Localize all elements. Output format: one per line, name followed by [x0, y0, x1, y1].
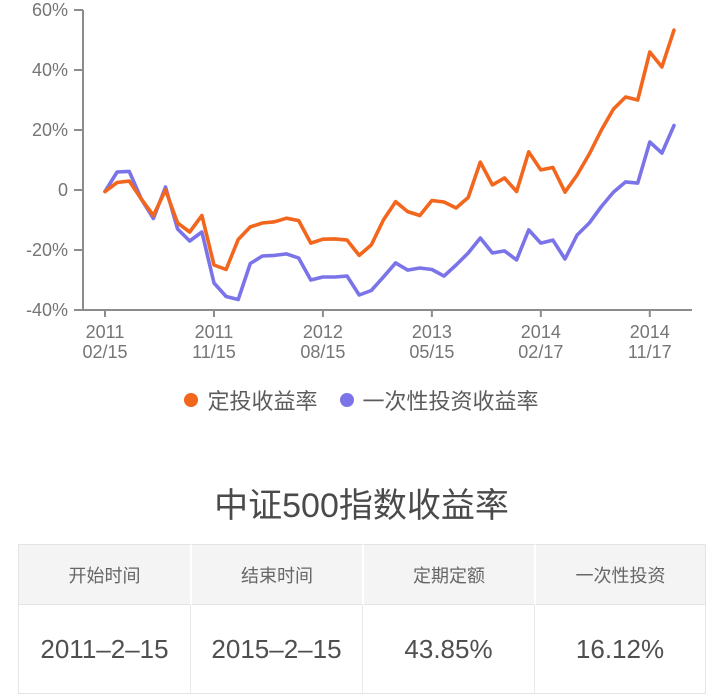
returns-summary-table: 开始时间 结束时间 定期定额 一次性投资 2011–2–15 2015–2–15 43.8… — [18, 544, 706, 694]
series-line-lump-sum-investment — [103, 123, 676, 302]
table-cell: 2011–2–15 — [18, 605, 190, 694]
legend-item-lump-sum-investment: 一次性投资收益率 — [339, 384, 539, 416]
table-cell: 43.85% — [362, 605, 534, 694]
legend-dot-icon — [339, 393, 354, 407]
x-axis-label-date: 05/15 — [409, 342, 454, 362]
returns-chart-svg: 60%40%20%0-20%-40%201102/15201111/152012… — [26, 0, 692, 362]
chart-legend: 定投收益率 一次性投资收益率 — [0, 386, 723, 414]
y-axis-label: 0 — [58, 180, 68, 200]
x-axis-label-date: 02/15 — [82, 342, 127, 362]
table-body: 2011–2–15 2015–2–15 43.85% 16.12% — [18, 605, 706, 694]
y-axis-label: -20% — [26, 240, 68, 260]
legend-item-regular-investment: 定投收益率 — [184, 384, 318, 416]
x-axis-label-year: 2011 — [195, 322, 234, 342]
table-header-cell: 开始时间 — [18, 544, 190, 605]
table-header-cell: 定期定额 — [362, 544, 534, 605]
table-header-row: 开始时间 结束时间 定期定额 一次性投资 — [18, 544, 706, 605]
returns-chart: 60% 40% 20% 0 -20% -40% 2011 02/15 2011 11/15 2012… — [26, 0, 692, 362]
table-cell: 2015–2–15 — [190, 605, 362, 694]
table-header-cell: 结束时间 — [190, 544, 362, 605]
y-axis-label: -40% — [26, 300, 68, 320]
table-row: 2011–2–15 2015–2–15 43.85% 16.12% — [18, 605, 706, 694]
axis-lines — [82, 10, 692, 311]
y-axis-label: 40% — [32, 60, 68, 80]
x-axis-label-date: 11/15 — [192, 342, 236, 362]
x-axis-label-date: 08/15 — [300, 342, 345, 362]
x-axis-label-date: 11/17 — [628, 342, 672, 362]
legend-dot-icon — [184, 393, 199, 407]
legend-label: 定投收益率 — [207, 389, 318, 414]
x-axis-label-year: 2013 — [412, 322, 452, 342]
x-axis-label-date: 02/17 — [518, 342, 563, 362]
legend-label: 一次性投资收益率 — [362, 389, 539, 414]
series-line-regular-investment — [103, 28, 676, 272]
x-axis-label-year: 2012 — [303, 322, 343, 342]
table-cell: 16.12% — [534, 605, 706, 694]
table-header-cell: 一次性投资 — [534, 544, 706, 605]
y-axis-label: 20% — [32, 120, 68, 140]
x-axis-label-year: 2011 — [86, 322, 125, 342]
section-title: 中证500指数收益率 — [214, 487, 509, 525]
y-axis-label: 60% — [32, 0, 68, 20]
table-header-row: 开始时间 结束时间 定期定额 一次性投资 — [18, 544, 706, 605]
x-axis-label-year: 2014 — [630, 322, 670, 342]
x-axis-label-year: 2014 — [521, 322, 561, 342]
